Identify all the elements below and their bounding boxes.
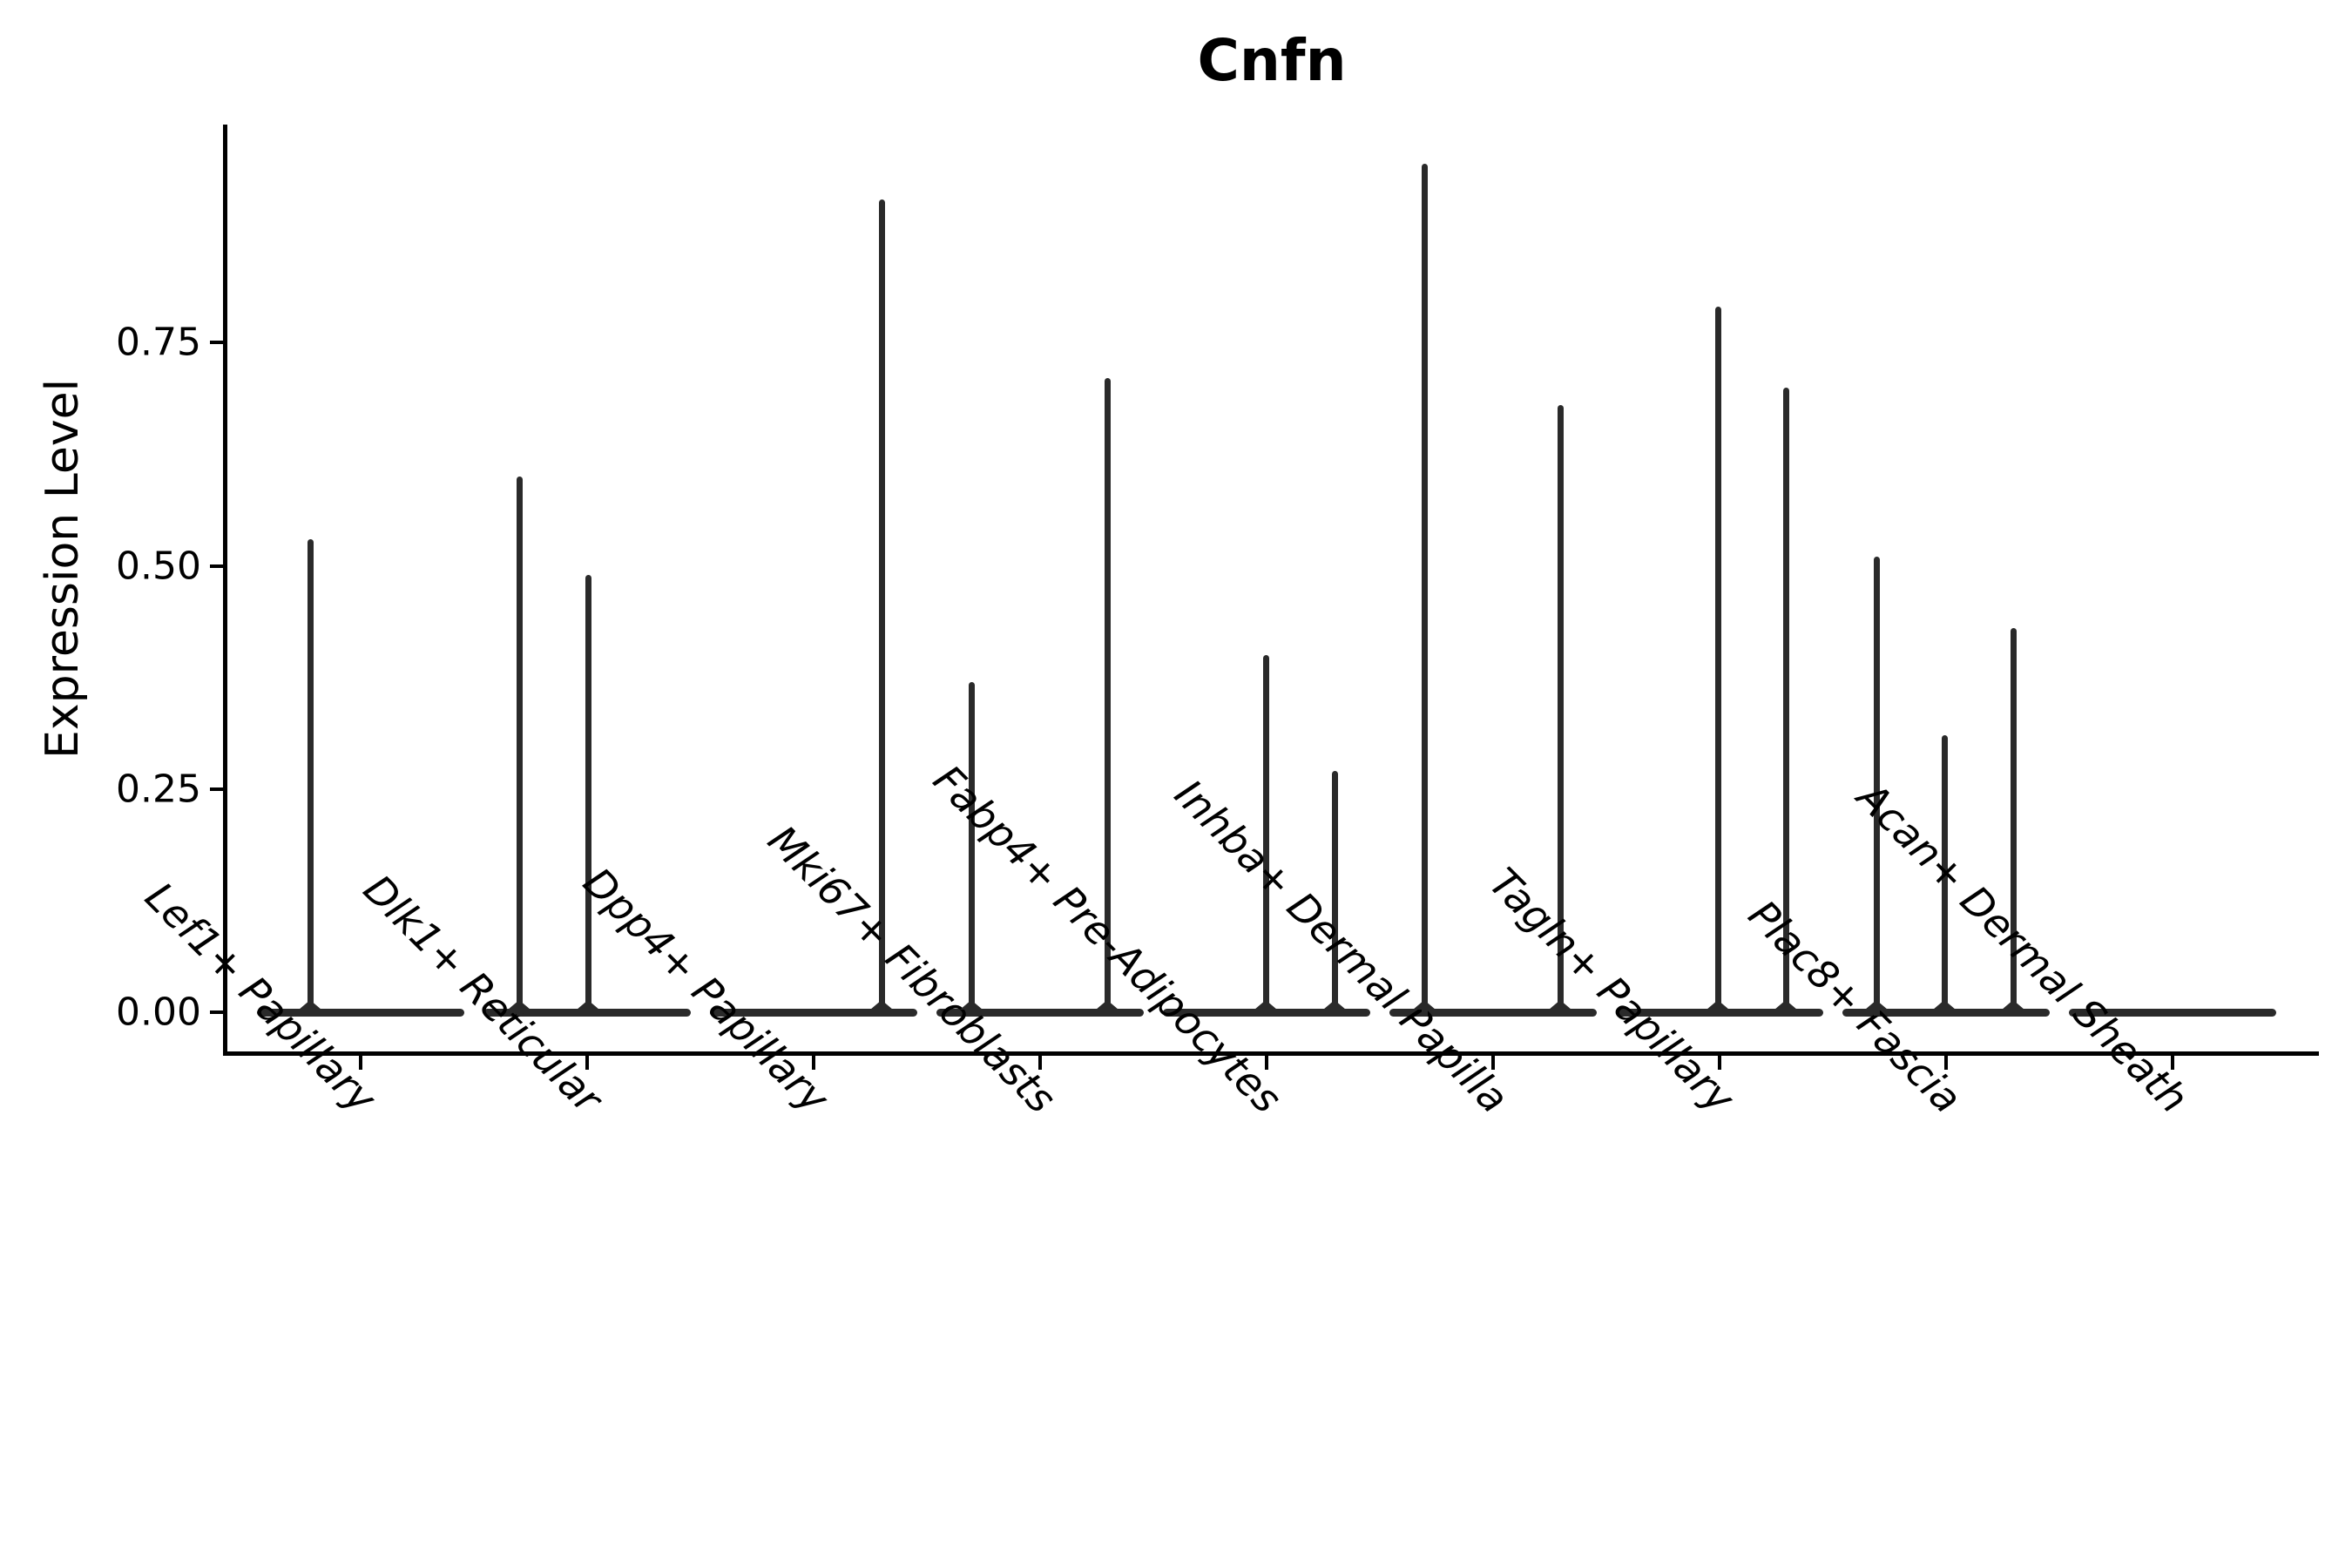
violin-baseline <box>2069 1009 2276 1017</box>
violin-spike <box>307 538 314 1016</box>
y-tick-mark <box>210 564 223 568</box>
violin-baseline <box>1389 1009 1597 1017</box>
violin-spike <box>1782 387 1789 1016</box>
x-tick-label: Dlk1+ Reticular <box>355 865 612 1123</box>
violin-spike-flare <box>2002 1000 2024 1010</box>
violin-spike-flare <box>1413 1000 1436 1010</box>
violin-spike <box>1941 735 1948 1016</box>
violin-baseline <box>257 1009 464 1017</box>
violin-spike <box>1262 655 1269 1016</box>
x-tick-mark <box>1718 1055 1721 1070</box>
y-tick-label: 0.00 <box>116 990 201 1035</box>
y-tick-label: 0.75 <box>116 320 201 365</box>
y-tick-mark <box>210 341 223 345</box>
y-tick-mark <box>210 1010 223 1014</box>
violin-spike-flare <box>1096 1000 1119 1010</box>
x-tick-mark <box>812 1055 815 1070</box>
violin-spike <box>585 574 591 1016</box>
violin-spike <box>1421 164 1428 1016</box>
x-tick-mark <box>585 1055 589 1070</box>
x-tick-mark <box>359 1055 362 1070</box>
violin-spike <box>878 199 885 1016</box>
y-tick-mark <box>210 787 223 791</box>
violin-spike-flare <box>1254 1000 1277 1010</box>
x-axis-spine <box>223 1051 2319 1056</box>
violin-spike-flare <box>1774 1000 1797 1010</box>
x-tick-mark <box>1491 1055 1495 1070</box>
violin-spike-flare <box>1323 1000 1346 1010</box>
violin-spike <box>1714 307 1721 1016</box>
violin-spike <box>1873 557 1880 1016</box>
violin-spike-flare <box>577 1000 599 1010</box>
violin-baseline <box>936 1009 1144 1017</box>
violin-spike <box>2010 628 2017 1016</box>
violin-spike-flare <box>299 1000 321 1010</box>
y-tick-label: 0.25 <box>116 767 201 812</box>
violin-spike <box>968 681 975 1016</box>
chart-title: Cnfn <box>1197 27 1347 94</box>
violin-spike <box>516 476 523 1016</box>
x-tick-mark <box>1265 1055 1268 1070</box>
y-tick-label: 0.50 <box>116 544 201 588</box>
violin-baseline <box>710 1009 917 1017</box>
violin-spike-flare <box>870 1000 893 1010</box>
x-tick-mark <box>1944 1055 1948 1070</box>
x-tick-mark <box>1038 1055 1042 1070</box>
y-axis-spine <box>223 125 227 1055</box>
violin-spike-flare <box>1707 1000 1729 1010</box>
violin-spike <box>1331 771 1338 1016</box>
x-tick-label: Dpp4+ Papillary <box>574 858 838 1123</box>
violin-spike-flare <box>1549 1000 1571 1010</box>
violin-spike-flare <box>508 1000 531 1010</box>
violin-spike <box>1104 378 1111 1016</box>
x-tick-mark <box>2171 1055 2174 1070</box>
violin-spike-flare <box>1933 1000 1956 1010</box>
x-tick-label: Tagln+ Papillary <box>1480 858 1744 1123</box>
violin-spike <box>1557 405 1564 1016</box>
violin-spike-flare <box>960 1000 983 1010</box>
violin-spike-flare <box>1865 1000 1888 1010</box>
